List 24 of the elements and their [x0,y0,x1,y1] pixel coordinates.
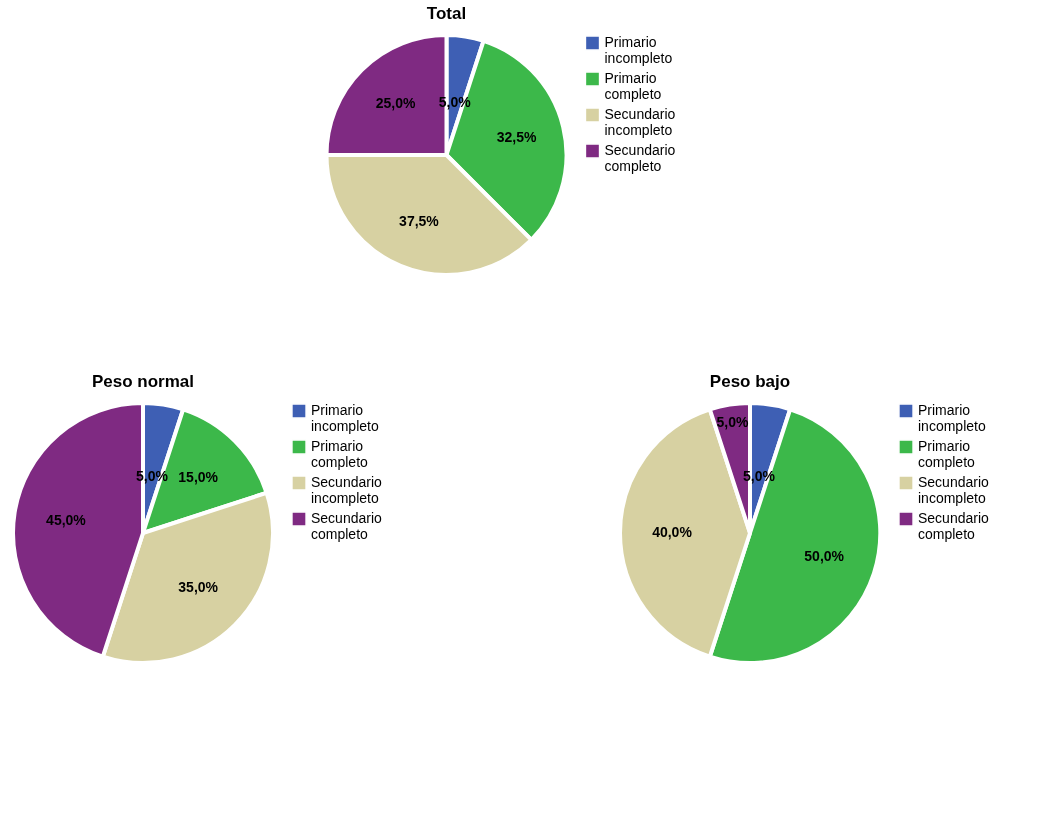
legend-label: Secundario incompleto [311,474,383,506]
legend-label: Primario completo [604,70,662,102]
legend-label: Secundario completo [918,510,990,542]
data-label: 37,5% [399,212,440,229]
legend-label: Primario incompleto [918,402,986,434]
data-label: 32,5% [496,129,537,146]
legend-label: Secundario incompleto [604,106,676,138]
data-label: 45,0% [46,511,87,528]
chart-title: Peso normal [91,372,195,391]
data-label: 5,0% [716,413,750,430]
chart-title: Peso bajo [709,372,791,391]
legend-label: Primario incompleto [604,34,673,66]
legend-label: Secundario completo [311,510,383,542]
data-label: 50,0% [804,548,845,565]
legend-label: Primario completo [918,438,976,470]
data-label: 15,0% [178,468,219,485]
chart-title: Total [426,4,467,23]
data-label: 25,0% [375,95,416,112]
legend-label: Secundario incompleto [918,474,990,506]
data-label: 35,0% [178,579,219,596]
legend-label: Primario completo [311,438,369,470]
legend-label: Primario incompleto [311,402,379,434]
legend-label: Secundario completo [604,142,676,174]
data-label: 40,0% [652,524,693,540]
